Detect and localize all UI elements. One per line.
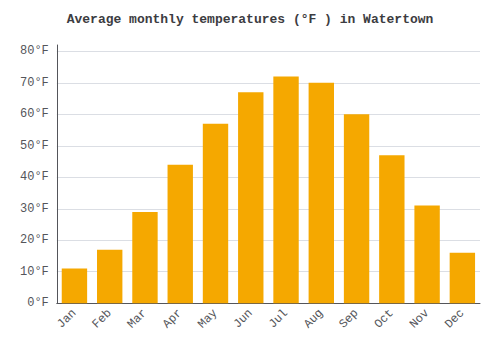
svg-text:Sep: Sep <box>336 306 361 331</box>
svg-text:Jun: Jun <box>231 306 256 331</box>
svg-text:Feb: Feb <box>89 306 114 331</box>
svg-text:Nov: Nov <box>407 306 432 331</box>
svg-text:0°F: 0°F <box>27 296 49 310</box>
svg-text:20°F: 20°F <box>20 233 49 247</box>
svg-text:50°F: 50°F <box>20 139 49 153</box>
svg-text:May: May <box>195 306 220 331</box>
svg-text:10°F: 10°F <box>20 265 49 279</box>
svg-text:Jul: Jul <box>266 306 291 331</box>
svg-text:40°F: 40°F <box>20 170 49 184</box>
svg-text:Mar: Mar <box>125 306 150 331</box>
svg-text:80°F: 80°F <box>20 44 49 58</box>
svg-text:Aug: Aug <box>301 306 326 331</box>
svg-text:Apr: Apr <box>160 306 185 331</box>
svg-text:60°F: 60°F <box>20 107 49 121</box>
svg-text:Oct: Oct <box>372 306 397 331</box>
svg-text:30°F: 30°F <box>20 202 49 216</box>
svg-text:Average monthly temperatures (: Average monthly temperatures (°F ) in Wa… <box>67 12 434 27</box>
svg-text:70°F: 70°F <box>20 76 49 90</box>
svg-text:Dec: Dec <box>442 306 467 331</box>
svg-text:Jan: Jan <box>54 306 79 331</box>
